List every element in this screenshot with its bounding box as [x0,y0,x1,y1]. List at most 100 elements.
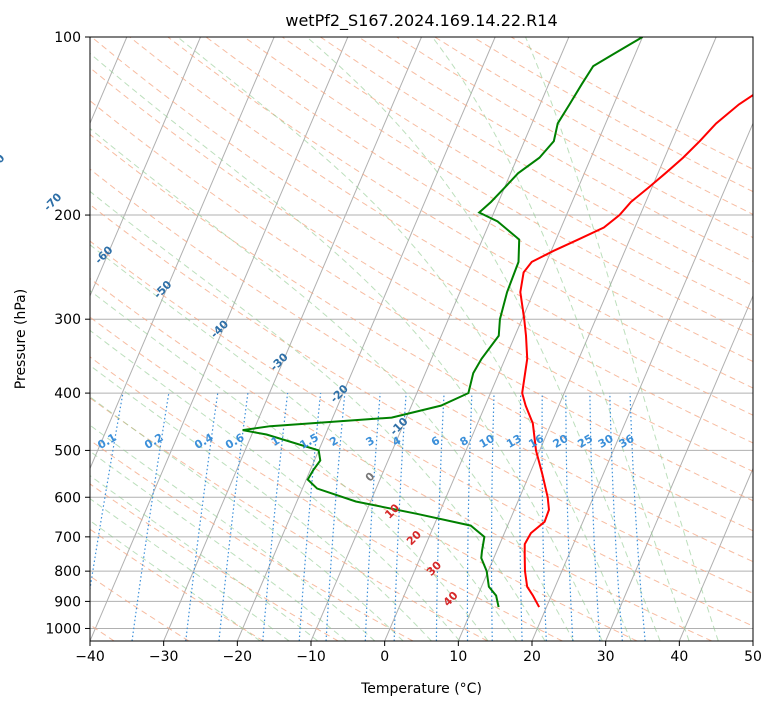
dry-adiabat [90,240,753,627]
dry-adiabat [167,37,753,389]
dry-adiabat [90,439,414,641]
moist-adiabat [306,37,661,641]
y-tick-label: 700 [54,530,81,546]
mixing-ratio-label: 6 [429,434,442,449]
moist-adiabat-label: 0 [363,470,378,485]
mixing-ratio-label: 1 [269,434,282,449]
moist-adiabat [90,450,347,641]
x-tick-label: −40 [75,649,105,665]
moist-adiabat [431,37,690,641]
moist-adiabat-label: 30 [424,558,444,578]
mixing-ratio-line [218,393,249,641]
isotherm-gridline [678,467,753,641]
moist-adiabat [90,475,319,641]
mixing-ratio-label: 1.5 [297,431,320,452]
moist-adiabat [90,52,603,641]
mixing-ratio-label: 8 [458,434,471,449]
mixing-ratio-line [298,393,322,641]
x-tick-label: 10 [449,649,467,665]
moist-adiabat-label: 40 [441,589,461,609]
dry-adiabat [90,397,488,641]
dry-adiabat [90,133,753,532]
mixing-ratio-line [466,393,473,641]
gridlines [90,37,753,641]
moist-adiabat [90,498,290,641]
dry-adiabat [90,100,753,502]
x-tick-label: 20 [523,649,541,665]
dry-adiabat [91,37,753,444]
x-axis: −40 −30 −20 −10 0 10 20 30 40 50 [75,641,762,665]
x-tick-label: 0 [380,649,389,665]
y-tick-label: 400 [54,386,81,402]
isotherm-gridline [163,37,422,641]
dry-adiabat [434,37,753,215]
mixing-ratio-line [609,393,623,641]
plot-frame [89,36,754,642]
moist-adiabat [90,396,404,641]
dry-adiabat [90,356,563,641]
dry-adiabat-label: -30 [268,350,291,373]
dry-adiabat [510,37,753,170]
y-tick-label: 900 [54,594,81,610]
isotherm-gridline [236,37,496,641]
mixing-ratio-line [565,393,574,641]
y-axis: 100 200 300 400 500 600 700 800 900 1000 [45,30,90,637]
x-tick-label: 30 [597,649,615,665]
isotherm-gridline [531,122,753,641]
mixing-ratio-label: 30 [596,432,616,451]
moist-adiabat [90,244,517,641]
dry-adiabat [129,37,753,416]
y-tick-label: 600 [54,490,81,506]
mixing-ratio-label: 20 [551,432,571,451]
mixing-ratio-line [262,393,289,641]
moist-adiabat [525,37,719,641]
isotherm-gridline [752,639,753,641]
moist-adiabat [177,37,632,641]
dry-adiabat [90,204,753,594]
dry-adiabat [90,528,264,641]
x-tick-label: 40 [670,649,688,665]
isotherm-gridline [90,37,201,298]
reference-line-labels: 0.10.20.40.611.52346810131620253036-100-… [0,151,637,609]
x-tick-label: −30 [149,649,179,665]
x-tick-label: −20 [223,649,253,665]
x-axis-title: Temperature (°C) [360,681,482,697]
dry-adiabat-label: -20 [328,382,351,405]
moist-adiabat [90,520,261,641]
isotherm-gridline [384,37,643,641]
isotherm-gridline [605,294,753,641]
mixing-ratio-label: 13 [504,432,524,451]
mixing-ratio-label: 2 [327,434,340,449]
moist-adiabat [90,190,546,641]
moist-adiabat [90,424,376,641]
mixing-ratio-line [90,392,124,593]
mixing-ratio-line [185,393,219,641]
dry-adiabat [90,168,753,563]
dry-adiabat [90,316,638,641]
mixing-ratio-line [364,393,381,641]
dry-adiabat [281,37,753,311]
y-tick-label: 800 [54,564,81,580]
isotherm-gridline [90,37,275,470]
y-tick-label: 500 [54,443,81,459]
mixing-ratio-label: 10 [477,432,497,451]
y-tick-label: 100 [54,30,81,46]
mixing-ratio-line [629,393,646,641]
y-tick-label: 200 [54,208,81,224]
reference-lines [90,37,753,641]
y-axis-title: Pressure (hPa) [13,289,29,389]
moist-adiabat [90,364,432,641]
isotherm-gridline [457,37,717,641]
dry-adiabat-label: -80 [0,151,8,174]
isotherm-gridline [90,37,349,641]
dry-adiabat-label: -60 [92,243,115,266]
mixing-ratio-line [490,393,495,641]
x-tick-label: −10 [296,649,326,665]
temperature-profile [519,93,753,608]
moist-adiabat [90,127,575,641]
y-tick-label: 300 [54,312,81,328]
profile-lines [242,37,753,608]
mixing-ratio-label: 3 [364,434,377,449]
mixing-ratio-line [589,393,601,641]
